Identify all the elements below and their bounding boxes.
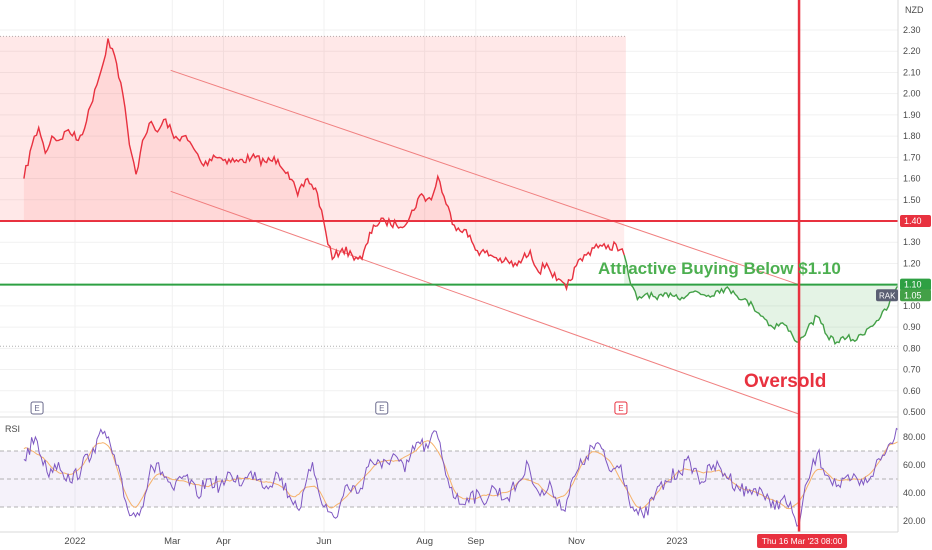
price-tick-label: 0.500 bbox=[903, 407, 926, 417]
earnings-marker-glyph: E bbox=[379, 404, 384, 413]
price-tick-label: 2.30 bbox=[903, 25, 921, 35]
last-price-label: 1.05 bbox=[904, 290, 922, 300]
price-area-fill bbox=[23, 38, 625, 289]
price-tick-label: 2.10 bbox=[903, 67, 921, 77]
earnings-marker: E bbox=[375, 401, 389, 415]
channel-upper-line bbox=[170, 69, 800, 286]
price-tick-label: 2.20 bbox=[903, 46, 921, 56]
price-line-pre bbox=[23, 38, 625, 292]
price-axis[interactable]: NZD 2.30 2.20 2.10 2.00 1.90 1.80 1.70 1.60 1.50 1… bbox=[876, 0, 932, 550]
time-tick-label: Sep bbox=[467, 536, 484, 547]
time-tick-label: 2023 bbox=[666, 536, 687, 547]
symbol-label: RAK bbox=[879, 291, 896, 300]
earnings-marker-box bbox=[614, 401, 628, 415]
axis-background bbox=[0, 532, 898, 550]
price-tick-label: 1.60 bbox=[903, 174, 921, 184]
level-tag bbox=[900, 215, 931, 227]
trend-channel bbox=[170, 69, 800, 415]
rsi-tick-label: 40.00 bbox=[903, 488, 926, 498]
price-area-fill bbox=[624, 255, 908, 344]
buy-annotation: Attractive Buying Below $1.10 bbox=[598, 259, 841, 278]
earnings-marker: E bbox=[614, 401, 628, 415]
chart-background bbox=[0, 0, 898, 532]
price-tick-label: 1.20 bbox=[903, 258, 921, 268]
rsi-tick-label: 60.00 bbox=[903, 460, 926, 470]
time-tick-label: 2022 bbox=[64, 536, 85, 547]
price-tick-label: 1.50 bbox=[903, 195, 921, 205]
rsi-tick-label: 80.00 bbox=[903, 432, 926, 442]
rsi-ma-line bbox=[23, 438, 909, 510]
price-levels bbox=[0, 220, 898, 286]
time-tick-label: Jun bbox=[316, 536, 331, 547]
price-line-post bbox=[623, 254, 909, 346]
price-tick-label: 1.30 bbox=[903, 237, 921, 247]
channel-lower-line bbox=[170, 190, 800, 415]
oversold-annotation: Oversold bbox=[744, 371, 826, 392]
price-series bbox=[23, 38, 909, 346]
rsi-tick-label: 20.00 bbox=[903, 516, 926, 526]
earnings-marker-box bbox=[375, 401, 389, 415]
price-tick-label: 1.80 bbox=[903, 131, 921, 141]
rsi-label: RSI bbox=[5, 424, 20, 434]
crosshair-date-tag bbox=[757, 534, 848, 548]
axis-background bbox=[898, 0, 932, 550]
crosshair-date-label: Thu 16 Mar '23 08:00 bbox=[762, 536, 843, 546]
price-tick-label: 0.80 bbox=[903, 343, 921, 353]
rsi-panel: RSI bbox=[0, 424, 909, 527]
level-tag bbox=[900, 278, 931, 291]
level-tag-label: 1.10 bbox=[904, 280, 922, 290]
time-tick-label: Apr bbox=[216, 536, 231, 547]
earnings-marker-glyph: E bbox=[618, 404, 623, 413]
price-tick-label: 0.90 bbox=[903, 322, 921, 332]
price-tick-label: 0.60 bbox=[903, 386, 921, 396]
time-tick-label: Mar bbox=[164, 536, 180, 547]
rsi-line bbox=[23, 427, 909, 527]
earnings-marker: E bbox=[30, 401, 44, 415]
price-tick-label: 1.70 bbox=[903, 152, 921, 162]
time-tick-label: Nov bbox=[568, 536, 585, 547]
price-tick-label: 1.00 bbox=[903, 301, 921, 311]
price-tick-label: 2.00 bbox=[903, 89, 921, 99]
earnings-marker-box bbox=[30, 401, 44, 415]
last-price-tag bbox=[900, 289, 931, 302]
earnings-marker-glyph: E bbox=[34, 404, 39, 413]
currency-label: NZD bbox=[905, 5, 924, 15]
price-tick-label: 0.70 bbox=[903, 365, 921, 375]
time-axis[interactable]: 2022 Mar Apr Jun Aug Sep Nov 2023 Thu 16 Mar '23… bbox=[0, 531, 898, 550]
level-tag-label: 1.40 bbox=[904, 216, 922, 226]
price-tick-label: 1.90 bbox=[903, 110, 921, 120]
time-tick-label: Aug bbox=[416, 536, 433, 547]
symbol-tag bbox=[876, 289, 898, 302]
